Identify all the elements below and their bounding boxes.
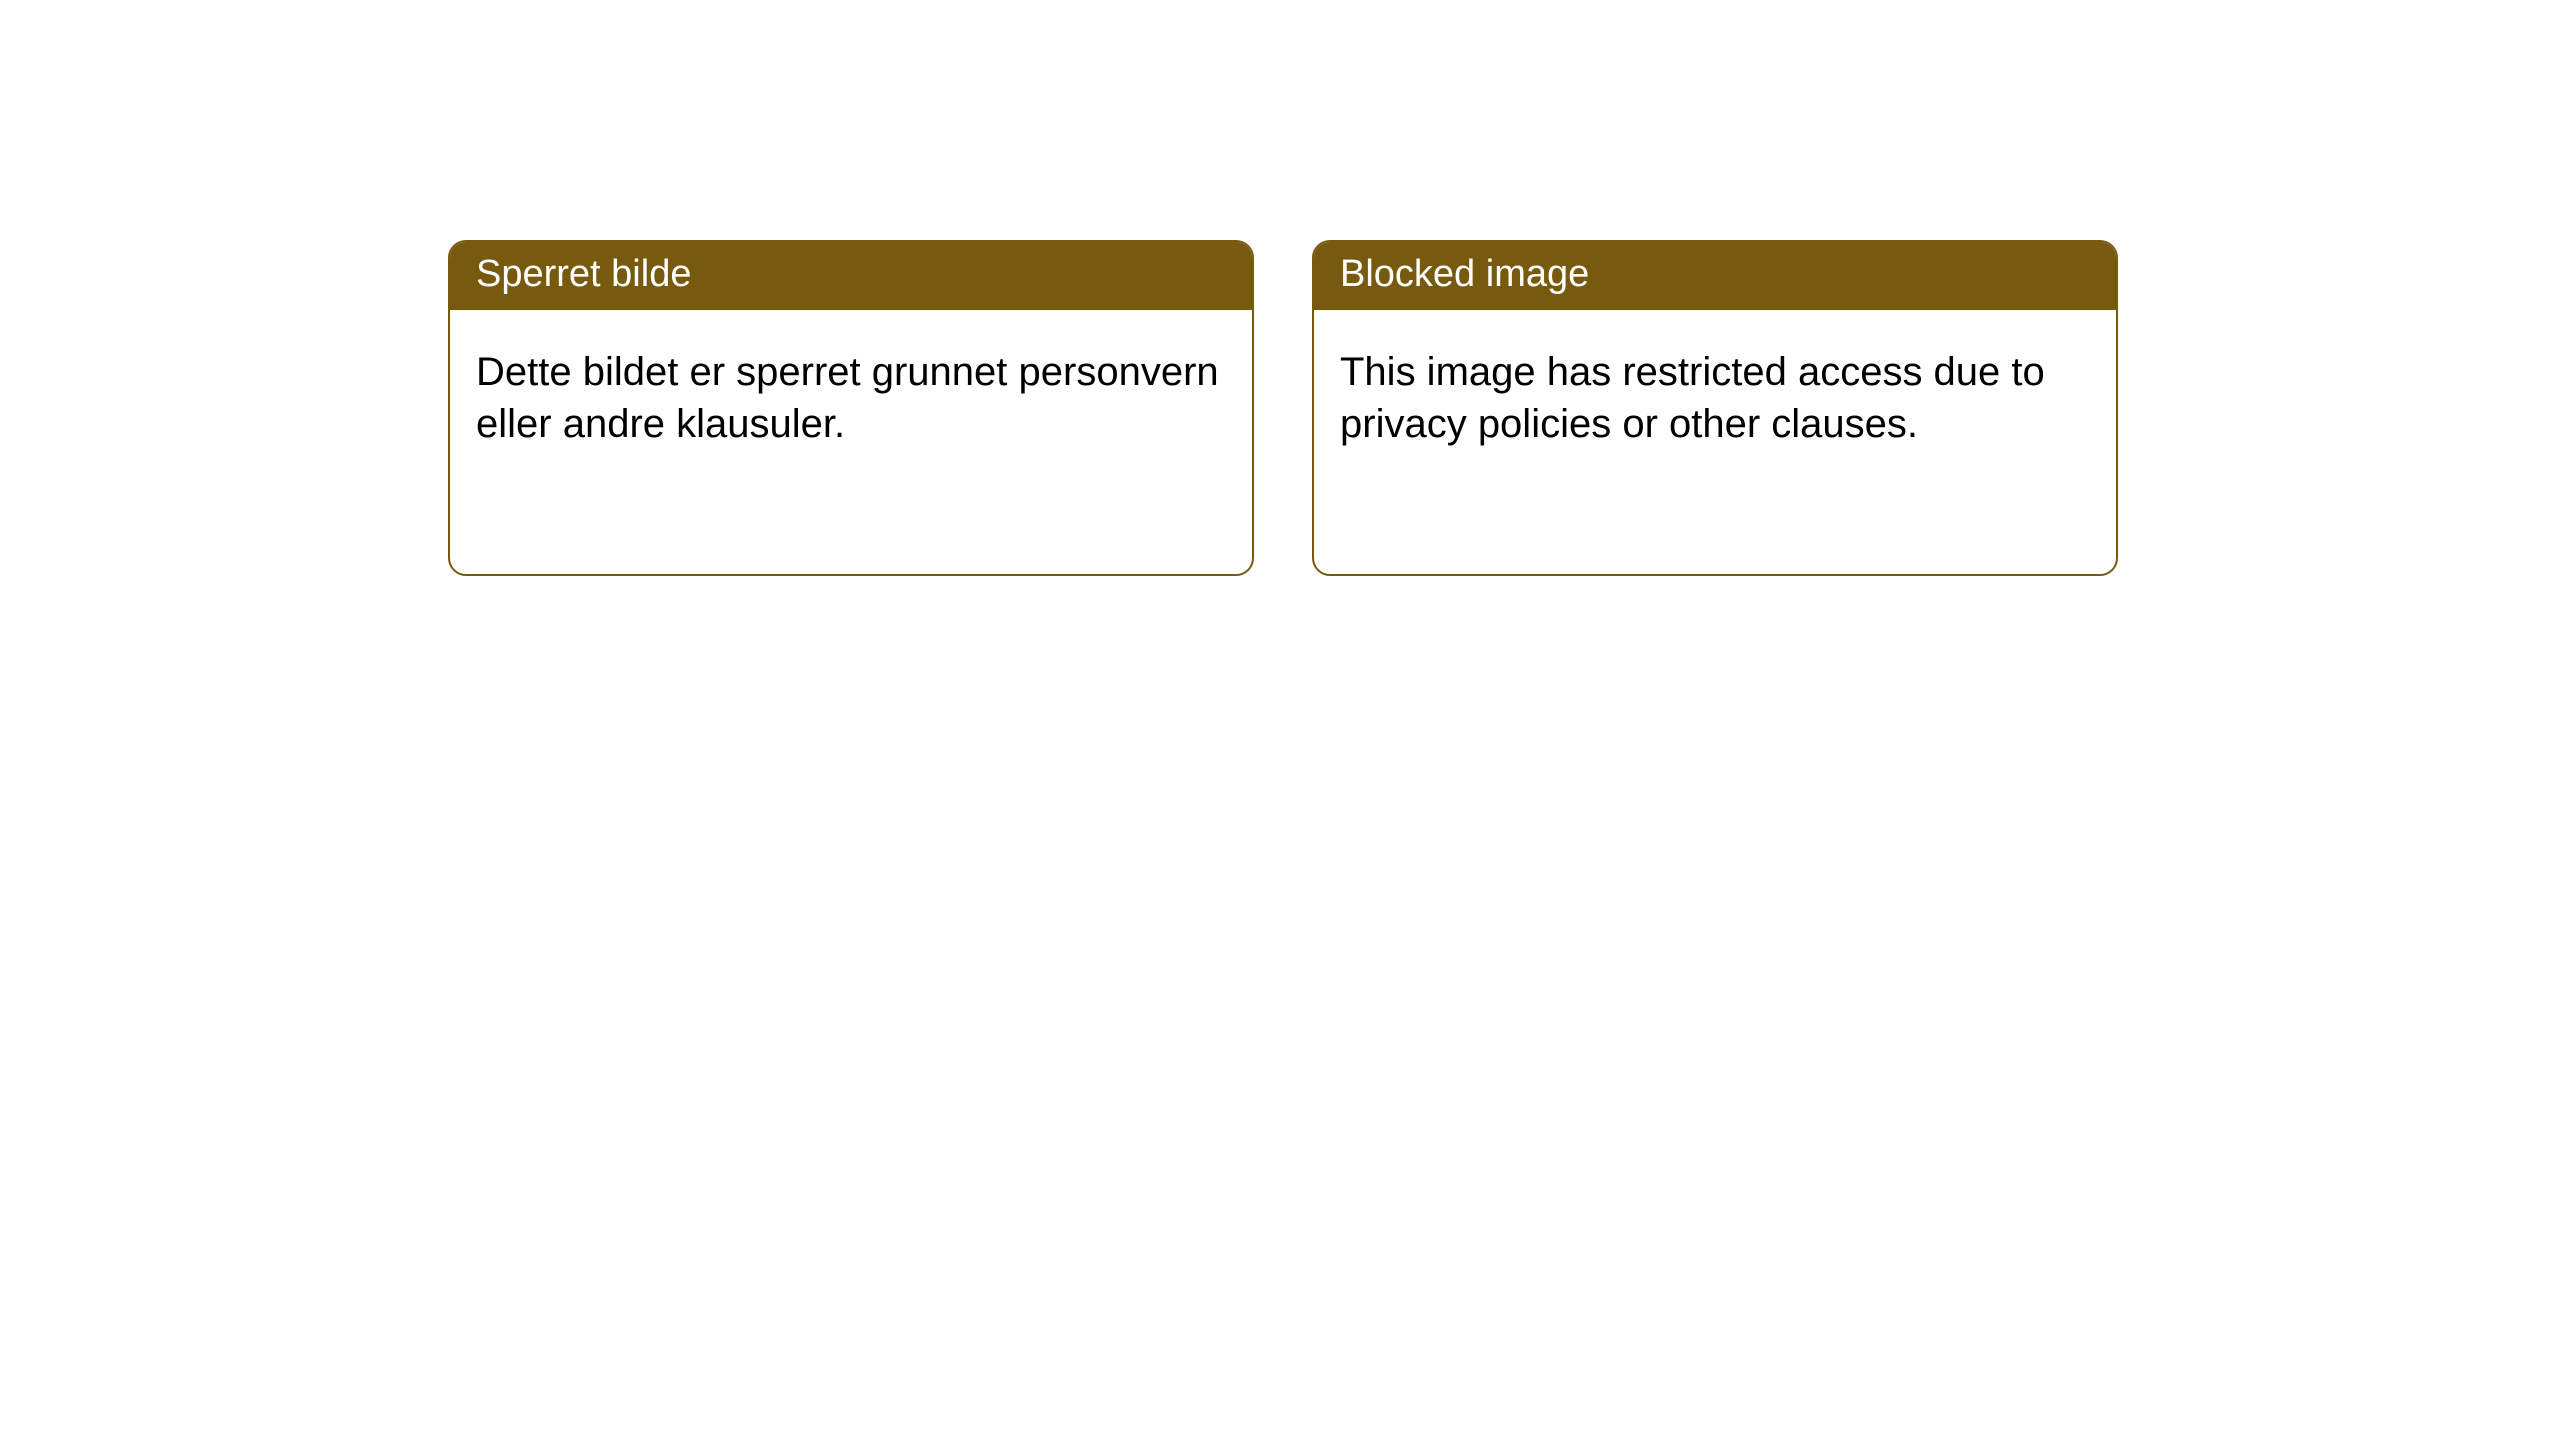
notice-body: This image has restricted access due to … <box>1314 310 2116 476</box>
notice-title: Blocked image <box>1314 242 2116 310</box>
notice-card-norwegian: Sperret bilde Dette bildet er sperret gr… <box>448 240 1254 576</box>
notice-body: Dette bildet er sperret grunnet personve… <box>450 310 1252 476</box>
notice-card-english: Blocked image This image has restricted … <box>1312 240 2118 576</box>
notice-title: Sperret bilde <box>450 242 1252 310</box>
notice-container: Sperret bilde Dette bildet er sperret gr… <box>0 0 2560 576</box>
